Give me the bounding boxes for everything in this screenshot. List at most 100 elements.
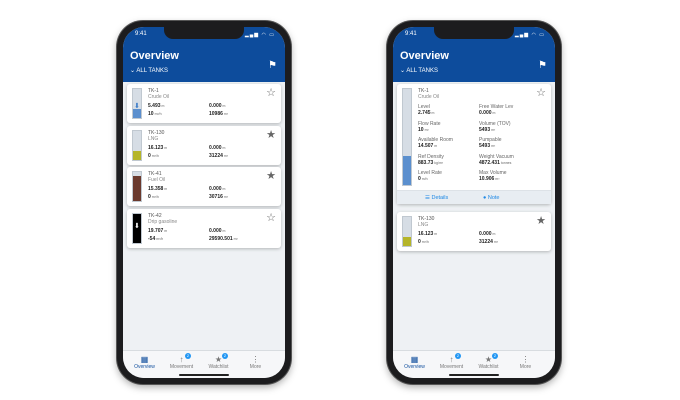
- star-outline-icon[interactable]: ☆: [266, 87, 276, 99]
- star-filled-icon[interactable]: ★: [266, 128, 276, 141]
- level-unit: m: [434, 232, 438, 236]
- nav-badge: 2: [185, 353, 191, 359]
- filter-dropdown[interactable]: ⌄ ALL TANKS: [130, 67, 168, 74]
- chevron-down-icon: ⌄: [130, 68, 137, 74]
- field: 2.745m: [418, 110, 434, 116]
- screen: 9:41 ▂▄▆ ◠ ▭ Overview ⌄ ALL TANKS ⚑ ▦ Overview…: [393, 27, 555, 378]
- tank-fill: [403, 237, 411, 246]
- field: 10.906m³: [479, 176, 499, 182]
- star-filled-icon[interactable]: ★: [536, 215, 546, 227]
- tank-gauge: ⬇: [132, 88, 142, 119]
- level-value: 16.123: [418, 231, 434, 237]
- bottom-nav: ▦ Overview ↑ 2 Movement ★ 2 Watchlist ⋮ More: [123, 350, 285, 378]
- list-icon: ☰: [425, 195, 432, 201]
- details-button[interactable]: ☰ Details: [425, 195, 448, 201]
- tank-product: LNG: [418, 222, 429, 228]
- status-icons: ▂▄▆ ◠ ▭: [514, 32, 545, 38]
- free-water: 0.000m: [209, 145, 225, 151]
- volume-value: 29590.501: [209, 235, 233, 242]
- filter-label: ALL TANKS: [406, 68, 438, 74]
- level: 16.123m: [148, 145, 167, 151]
- arrow-down-icon: ⬇: [134, 103, 140, 110]
- tank-card[interactable]: TK-41 Fuel Oil 15.358m 0m³/h 0.000m 30716m³ ★: [127, 167, 281, 206]
- field-unit: kg/m³: [434, 160, 444, 165]
- level-value: 19.707: [148, 227, 164, 234]
- volume-unit: m³: [233, 236, 238, 241]
- level: 15.358m: [148, 186, 167, 192]
- nav-movement[interactable]: ↑ 2 Movement: [434, 353, 469, 370]
- level: 16.123m: [418, 231, 437, 237]
- flow-rate-value: 0: [148, 152, 151, 159]
- free-water-value: 0.000: [209, 144, 222, 151]
- status-time: 9:41: [135, 31, 147, 37]
- free-water-value: 0.000: [479, 231, 492, 237]
- nav-more[interactable]: ⋮ More: [508, 355, 543, 370]
- free-water-value: 0.000: [209, 186, 222, 192]
- volume-value: 31224: [479, 239, 493, 245]
- volume: 31224m³: [209, 153, 228, 159]
- more-vertical-icon: ⋮: [251, 355, 260, 364]
- level: 5.493m: [148, 103, 164, 109]
- tank-id: TK-130: [418, 216, 435, 222]
- field: 4872.431tonnes: [479, 160, 511, 166]
- tank-gauge: [132, 129, 142, 161]
- field-unit: m³: [495, 177, 500, 181]
- tank-card[interactable]: TK-130 LNG 16.123m 0m³/h 0.000m 31224m³ ★: [127, 125, 281, 165]
- flow-rate-unit: m³/h: [151, 195, 159, 199]
- tank-card[interactable]: TK-130 LNG 16.123m 0m³/h 0.000m 31224m³ ★: [397, 212, 551, 251]
- star-filled-icon[interactable]: ★: [266, 170, 276, 182]
- field-label: Pumpable: [479, 137, 502, 143]
- nav-label: Movement: [439, 364, 464, 370]
- more-vertical-icon: ⋮: [521, 355, 530, 364]
- field-label: Ref Density: [418, 153, 444, 160]
- field-value: 0: [418, 176, 421, 182]
- star-icon: ★ 2: [484, 353, 498, 364]
- tank-product: Fuel Oil: [148, 177, 166, 183]
- flow-rate-unit: m³/h: [151, 153, 159, 158]
- volume-value: 10986: [209, 111, 223, 117]
- flow-rate: -54m³/h: [148, 236, 163, 242]
- tank-card[interactable]: ⬇ TK-42 Drip gasoline 19.707m -54m³/h 0.000m 2…: [127, 208, 281, 248]
- field-label: Weight Vacuum: [479, 153, 514, 160]
- tank-fill: [403, 156, 411, 185]
- grid-icon: ▦: [410, 355, 419, 364]
- tank-card[interactable]: ⬇ TK-1 Crude Oil 5.493m 10m³/h 0.000m 10986m³ ☆: [127, 84, 281, 123]
- nav-overview[interactable]: ▦ Overview: [397, 355, 432, 370]
- filter-dropdown[interactable]: ⌄ ALL TANKS: [400, 67, 438, 74]
- field-value: 10: [418, 126, 424, 133]
- filter-label: ALL TANKS: [136, 68, 168, 74]
- free-water-value: 0.000: [209, 227, 222, 234]
- level-unit: m: [164, 228, 168, 233]
- free-water-unit: m: [222, 228, 226, 233]
- tank-card-expanded[interactable]: TK-1 Crude Oil ☆ Level 2.745m Free Water Lev 0…: [397, 84, 551, 204]
- screen: 9:41 ▂▄▆ ◠ ▭ Overview ⌄ ALL TANKS ⚑ ▦ Overview…: [123, 27, 285, 378]
- tank-gauge: ⬇: [132, 212, 142, 244]
- nav-watchlist[interactable]: ★ 2 Watchlist: [201, 353, 236, 370]
- field: 14.507m: [418, 143, 437, 149]
- header: 9:41 ▂▄▆ ◠ ▭ Overview ⌄ ALL TANKS ⚑: [123, 27, 285, 82]
- tank-id: TK-42: [148, 212, 162, 219]
- nav-movement[interactable]: ↑ 2 Movement: [164, 353, 199, 370]
- tank-fill: [133, 176, 141, 201]
- star-outline-icon[interactable]: ☆: [536, 87, 546, 99]
- tank-id: TK-1: [418, 88, 429, 94]
- level-unit: m: [164, 187, 168, 191]
- nav-watchlist[interactable]: ★ 2 Watchlist: [471, 353, 506, 370]
- note-button[interactable]: ● Note: [483, 195, 499, 201]
- free-water-unit: m: [492, 232, 496, 236]
- tank-gauge: [402, 88, 412, 186]
- volume-value: 31224: [209, 152, 223, 159]
- free-water-unit: m: [222, 145, 226, 150]
- star-outline-icon[interactable]: ☆: [266, 211, 276, 224]
- page-title: Overview: [130, 50, 179, 62]
- tank-id: TK-41: [148, 171, 162, 177]
- field: 5493m³: [479, 127, 495, 133]
- flag-icon[interactable]: ⚑: [268, 60, 277, 71]
- flag-icon[interactable]: ⚑: [538, 60, 547, 71]
- nav-label: More: [249, 364, 262, 370]
- free-water: 0.000m: [209, 103, 225, 109]
- nav-more[interactable]: ⋮ More: [238, 355, 273, 370]
- page-title: Overview: [400, 50, 449, 62]
- nav-overview[interactable]: ▦ Overview: [127, 355, 162, 370]
- phone-overview: 9:41 ▂▄▆ ◠ ▭ Overview ⌄ ALL TANKS ⚑ ▦ Overview…: [117, 21, 291, 384]
